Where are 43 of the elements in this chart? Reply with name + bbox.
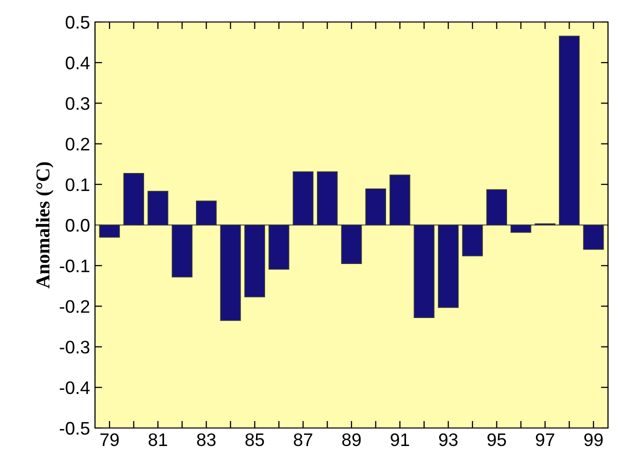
y-tick-label: -0.4 <box>60 381 90 394</box>
x-tick-label: 85 <box>245 433 264 446</box>
y-tick-label: -0.5 <box>60 422 90 435</box>
bar <box>316 171 338 226</box>
bar <box>244 224 266 298</box>
bar <box>220 224 241 321</box>
y-tick-label: 0.5 <box>66 16 90 29</box>
bar <box>123 173 144 226</box>
x-tick-label: 91 <box>390 433 410 446</box>
bar <box>583 224 604 250</box>
x-tick-label: 89 <box>342 433 361 446</box>
y-tick-label: 0.3 <box>66 97 90 110</box>
bar <box>341 224 362 264</box>
bar <box>438 224 459 308</box>
bar <box>172 224 192 278</box>
y-tick-label: -0.1 <box>60 260 90 272</box>
y-tick-label: -0.3 <box>60 340 90 354</box>
y-tick-label: 0.4 <box>66 56 90 70</box>
y-tick-label: 0.0 <box>66 218 90 232</box>
x-tick-label: 93 <box>439 433 458 446</box>
bar <box>196 200 217 226</box>
bar <box>365 188 386 226</box>
x-tick-label: 81 <box>148 433 168 446</box>
x-tick-label: 79 <box>100 433 119 446</box>
bar <box>268 224 290 270</box>
x-tick-label: 87 <box>294 433 312 446</box>
x-tick-label: 83 <box>197 433 216 446</box>
bar <box>99 224 120 238</box>
y-tick-label: 0.2 <box>66 138 90 151</box>
bar <box>510 224 532 233</box>
y-axis-title: Anomalies (°C) <box>36 162 54 288</box>
bar <box>148 190 168 226</box>
y-tick-label: 0.1 <box>66 178 90 192</box>
x-tick-label: 97 <box>536 433 554 446</box>
bar <box>486 189 508 226</box>
y-tick-label: -0.2 <box>60 300 90 313</box>
bar <box>390 174 410 226</box>
x-tick-label: 99 <box>584 433 603 446</box>
bar <box>292 171 314 226</box>
bar <box>414 224 434 318</box>
x-tick-label: 95 <box>487 433 506 446</box>
bar <box>462 224 483 256</box>
bar <box>558 36 580 226</box>
